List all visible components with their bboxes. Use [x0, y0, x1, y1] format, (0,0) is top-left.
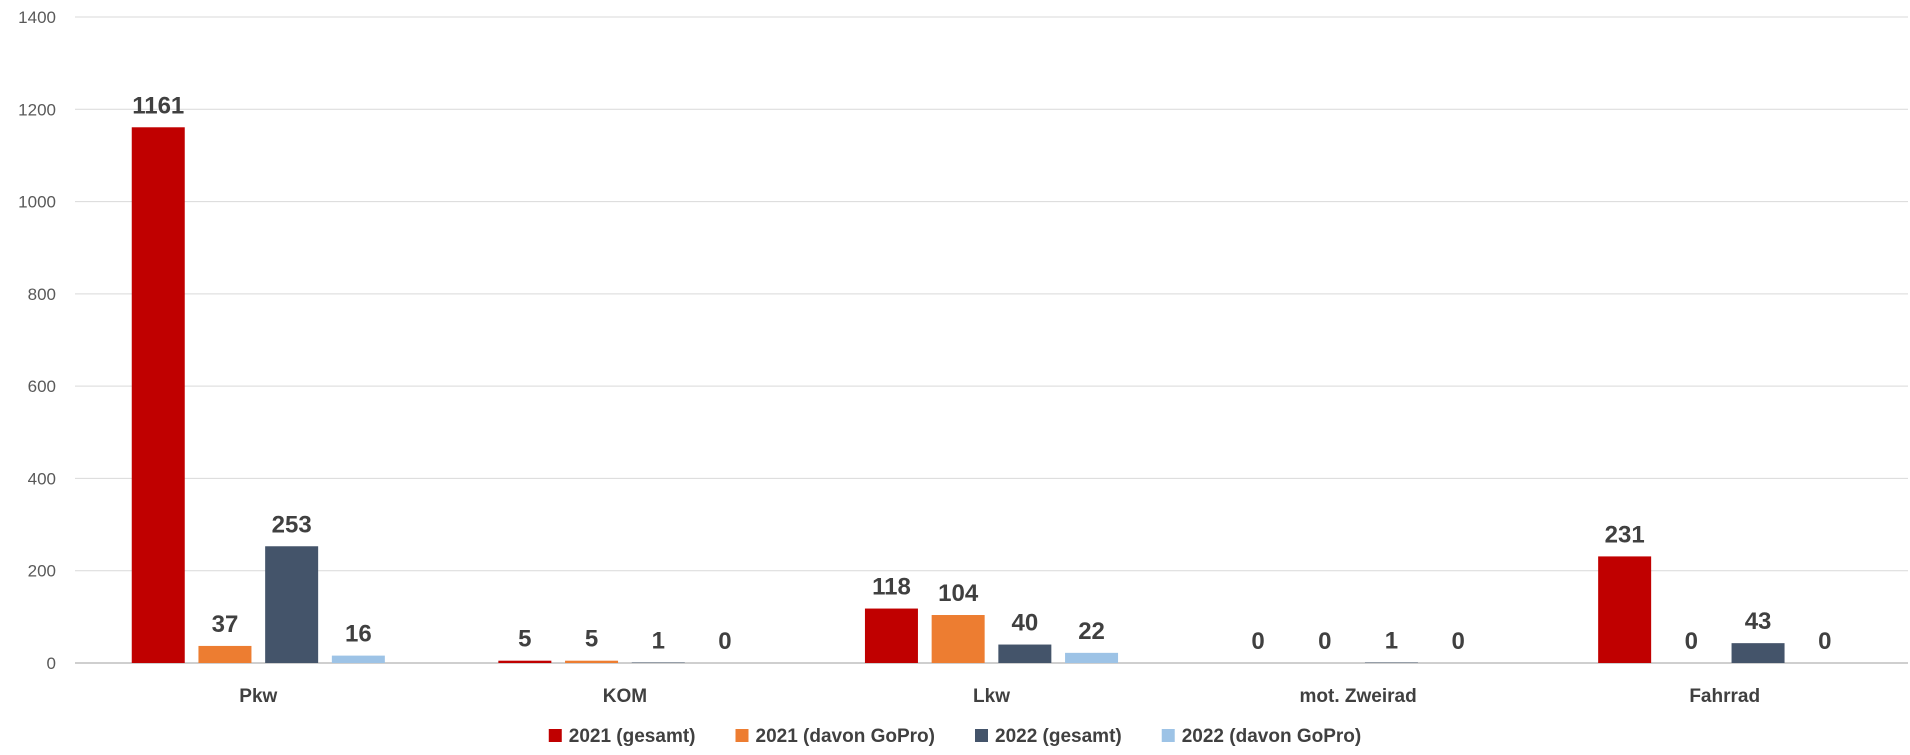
y-tick-label: 600 — [28, 377, 56, 396]
data-label: 0 — [1451, 628, 1464, 655]
data-label: 5 — [518, 626, 531, 653]
x-axis-categories: Pkw KOM Lkw mot. Zweirad Fahrrad — [239, 686, 1760, 707]
legend-label: 2021 (davon GoPro) — [756, 726, 936, 747]
bar — [265, 546, 319, 663]
bar — [131, 127, 185, 663]
data-label: 43 — [1745, 608, 1772, 635]
y-axis-ticks: 0 200 400 600 800 1000 1200 1400 — [18, 8, 56, 673]
data-label: 104 — [938, 580, 979, 607]
bar — [498, 660, 552, 663]
bar — [931, 615, 985, 663]
category-label: mot. Zweirad — [1300, 686, 1417, 707]
data-label: 22 — [1078, 618, 1105, 645]
bar — [998, 644, 1052, 663]
data-label: 1 — [1385, 628, 1398, 655]
legend-swatch — [975, 729, 988, 742]
legend: 2021 (gesamt) 2021 (davon GoPro) 2022 (ges… — [548, 726, 1362, 747]
data-label: 118 — [872, 574, 911, 601]
y-tick-label: 0 — [47, 654, 56, 673]
y-tick-label: 1000 — [18, 193, 56, 212]
bar — [864, 608, 918, 663]
category-label: KOM — [603, 686, 647, 707]
data-label: 37 — [212, 611, 239, 638]
data-label: 253 — [272, 511, 312, 538]
y-tick-label: 400 — [28, 469, 56, 488]
data-label: 0 — [1685, 628, 1698, 655]
data-label: 1161 — [132, 92, 184, 119]
category-label: Lkw — [973, 686, 1010, 707]
data-label: 1 — [652, 628, 665, 655]
data-label: 0 — [1251, 628, 1264, 655]
category-label: Pkw — [239, 686, 277, 707]
bars — [131, 127, 1785, 663]
y-tick-label: 200 — [28, 562, 56, 581]
data-label: 0 — [1318, 628, 1331, 655]
y-tick-label: 1400 — [18, 8, 56, 27]
legend-label: 2022 (gesamt) — [995, 726, 1122, 747]
data-label: 5 — [585, 626, 598, 653]
data-label: 16 — [345, 621, 372, 648]
data-label: 40 — [1011, 610, 1038, 637]
y-tick-label: 800 — [28, 285, 56, 304]
bar — [331, 655, 385, 663]
bar — [198, 645, 252, 663]
legend-swatch — [1161, 729, 1175, 742]
data-label: 0 — [1818, 628, 1831, 655]
bar — [1065, 652, 1119, 663]
legend-label: 2022 (davon GoPro) — [1182, 726, 1362, 747]
legend-swatch — [735, 729, 749, 742]
data-labels: 1161 37 253 16 5 5 1 0 118 104 40 22 0 0 1 0 231 0 43 0 — [132, 92, 1831, 655]
data-label: 0 — [718, 628, 731, 655]
legend-label: 2021 (gesamt) — [569, 726, 696, 747]
category-label: Fahrrad — [1689, 686, 1760, 707]
bar — [1731, 643, 1785, 663]
bar — [1598, 556, 1652, 663]
y-tick-label: 1200 — [18, 100, 56, 119]
bar — [565, 660, 619, 663]
legend-swatch — [548, 729, 562, 742]
data-label: 231 — [1605, 521, 1645, 548]
